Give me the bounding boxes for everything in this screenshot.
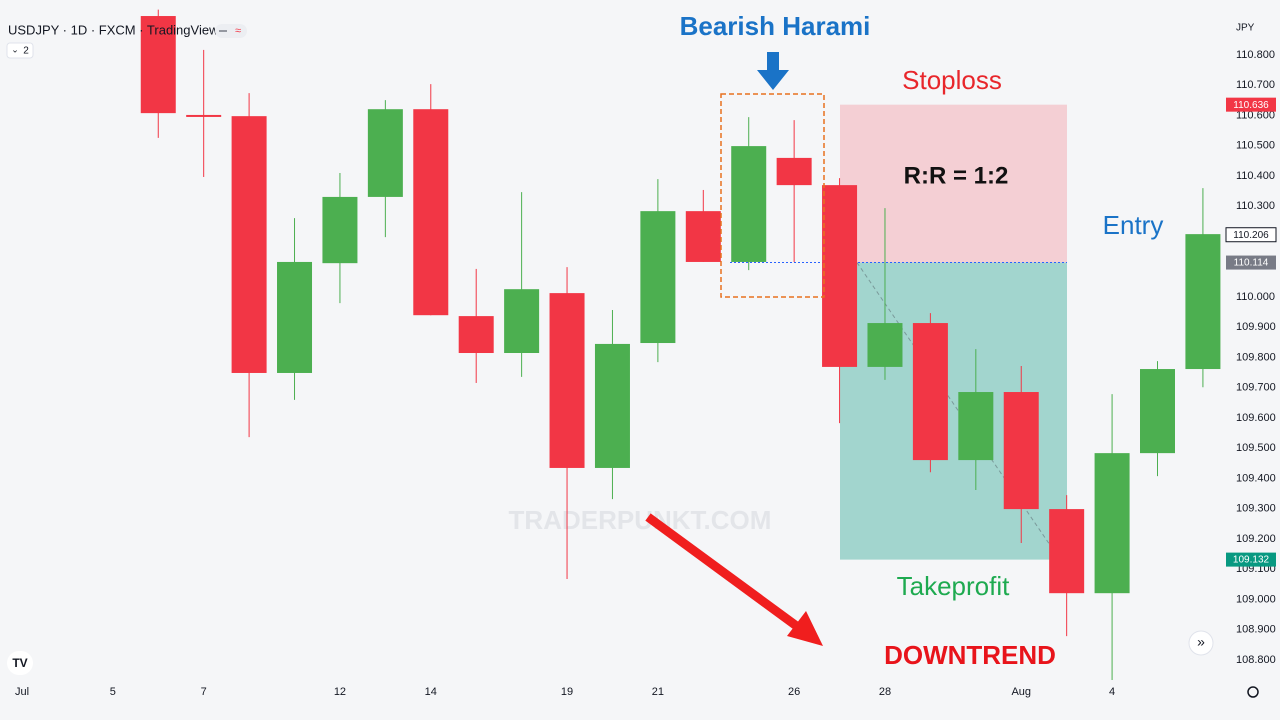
price-tag — [1226, 255, 1276, 270]
settings-icon[interactable] — [1247, 686, 1259, 698]
trend-arrow-head — [787, 611, 823, 646]
y-tick-label: 109.900 — [1236, 321, 1276, 333]
y-tick-label: 110.500 — [1236, 140, 1275, 152]
y-tick-label: 109.500 — [1236, 442, 1276, 454]
tv-logo: TV — [12, 656, 27, 670]
candle-body — [186, 114, 222, 117]
candles — [140, 9, 1221, 680]
candle-body — [958, 392, 994, 461]
candle-body — [1049, 509, 1085, 594]
trade-path — [856, 262, 1061, 560]
candle-body — [231, 116, 267, 373]
candle-body — [504, 289, 540, 354]
takeprofit-label: Takeprofit — [897, 571, 1010, 601]
status-pill — [215, 24, 247, 38]
y-tick-label: 110.300 — [1236, 200, 1275, 212]
y-tick-label: 109.700 — [1236, 382, 1276, 394]
candle-body — [912, 323, 948, 461]
trend-label: DOWNTREND — [884, 640, 1056, 670]
candle-body — [140, 16, 176, 114]
price-tag-label: 110.636 — [1233, 100, 1269, 111]
price-tag — [1226, 552, 1276, 567]
y-tick-label: 110.000 — [1236, 291, 1275, 303]
x-tick-label: 5 — [110, 686, 116, 698]
y-tick-label: 110.400 — [1236, 170, 1275, 182]
x-tick-label: 14 — [425, 686, 437, 698]
candle-body — [1185, 234, 1221, 370]
x-tick-label: 28 — [879, 686, 891, 698]
y-tick-label: 108.800 — [1236, 654, 1276, 666]
y-tick-label: 109.300 — [1236, 503, 1276, 515]
price-tag-label: 110.114 — [1234, 258, 1269, 269]
pattern-box — [720, 93, 825, 298]
candle-body — [1003, 392, 1039, 510]
y-tick-label: 109.800 — [1236, 351, 1276, 363]
x-tick-label: Jul — [15, 686, 29, 698]
watermark: TRADERPUNKT.COM — [509, 505, 772, 535]
candle-body — [867, 323, 903, 367]
status-icon — [219, 30, 227, 32]
interval-badge: 2 — [23, 46, 29, 57]
y-tick-label: 110.600 — [1236, 109, 1275, 121]
chevron-icon: ⌄ — [11, 44, 19, 54]
ratio-label: R:R = 1:2 — [904, 162, 1009, 189]
y-tick-label: 108.900 — [1236, 624, 1276, 636]
candle-body — [458, 316, 494, 354]
currency-label: JPY — [1236, 23, 1255, 34]
symbol-header: USDJPY · 1D · FXCM · TradingView — [8, 22, 219, 37]
stoploss-zone — [840, 104, 1067, 263]
candle-body — [367, 109, 403, 197]
scroll-icon: » — [1197, 634, 1205, 650]
candle-body — [822, 185, 858, 367]
status-icon: ≈ — [235, 25, 241, 37]
tv-logo-bg — [7, 651, 33, 675]
x-tick-label: 7 — [201, 686, 207, 698]
y-tick-label: 109.200 — [1236, 533, 1276, 545]
x-tick-label: 26 — [788, 686, 800, 698]
candle-body — [776, 157, 812, 186]
pattern-arrow — [757, 52, 789, 90]
y-tick-label: 110.700 — [1236, 79, 1275, 91]
trend-arrow-shaft — [645, 513, 805, 634]
x-tick-label: 4 — [1109, 686, 1115, 698]
candle-body — [277, 261, 313, 373]
candle-body — [685, 211, 721, 262]
y-tick-label: 109.600 — [1236, 412, 1276, 424]
candle-body — [1140, 369, 1175, 454]
candle-body — [413, 109, 449, 316]
interval-button[interactable] — [6, 42, 34, 59]
candle-body — [594, 343, 630, 468]
x-tick-label: 19 — [561, 686, 573, 698]
x-tick-label: Aug — [1011, 686, 1031, 698]
x-tick-label: 21 — [652, 686, 664, 698]
scroll-button[interactable] — [1188, 630, 1214, 656]
y-tick-label: 109.400 — [1236, 472, 1276, 484]
price-tag — [1226, 97, 1276, 112]
candle-body — [549, 293, 585, 468]
pattern-label: Bearish Harami — [680, 11, 871, 41]
price-tag-label: 110.206 — [1233, 230, 1269, 241]
candle-body — [731, 146, 767, 262]
candle-body — [1094, 453, 1130, 594]
y-tick-label: 110.800 — [1236, 49, 1275, 61]
x-tick-label: 12 — [334, 686, 346, 698]
axes: 108.800108.900109.000109.100109.200109.3… — [15, 49, 1277, 698]
candle-body — [322, 196, 358, 264]
candle-body — [640, 211, 676, 344]
entry-label: Entry — [1103, 210, 1164, 240]
y-tick-label: 109.000 — [1236, 593, 1276, 605]
price-tag — [1225, 227, 1277, 243]
stoploss-label: Stoploss — [902, 65, 1002, 95]
price-tag-label: 109.132 — [1233, 555, 1270, 566]
